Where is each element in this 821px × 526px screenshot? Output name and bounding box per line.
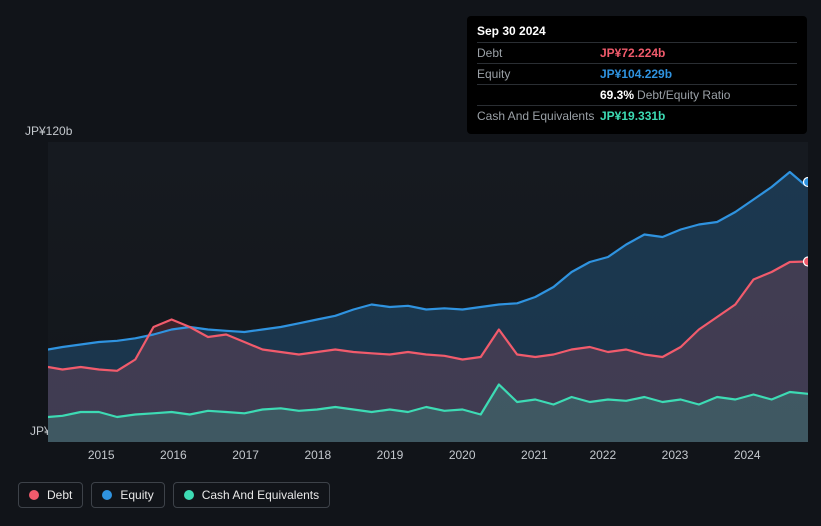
x-axis-tick: 2022 [589, 448, 616, 462]
legend-item-debt[interactable]: Debt [18, 482, 83, 508]
legend-item-equity[interactable]: Equity [91, 482, 164, 508]
y-axis-top-label: JP¥120b [25, 124, 72, 138]
x-axis-tick: 2018 [304, 448, 331, 462]
legend-swatch [29, 490, 39, 500]
chart-legend: Debt Equity Cash And Equivalents [18, 482, 330, 508]
tooltip-box: Sep 30 2024 DebtJP¥72.224bEquityJP¥104.2… [467, 16, 807, 134]
tooltip-row-value: JP¥104.229b [600, 67, 672, 81]
x-axis-tick: 2015 [88, 448, 115, 462]
legend-item-cash-and-equivalents[interactable]: Cash And Equivalents [173, 482, 330, 508]
tooltip-row-label [477, 88, 600, 102]
tooltip-row-value: JP¥19.331b [600, 109, 665, 123]
tooltip-row-label: Cash And Equivalents [477, 109, 600, 123]
x-axis-tick: 2023 [662, 448, 689, 462]
tooltip-row: EquityJP¥104.229b [477, 63, 797, 84]
tooltip-row: 69.3%Debt/Equity Ratio [477, 84, 797, 105]
legend-swatch [184, 490, 194, 500]
tooltip-date: Sep 30 2024 [477, 24, 797, 42]
equity-end-marker [804, 178, 809, 187]
legend-swatch [102, 490, 112, 500]
x-axis-tick: 2017 [232, 448, 259, 462]
x-axis-tick: 2020 [449, 448, 476, 462]
tooltip-row-value: 69.3% [600, 88, 634, 102]
x-axis-tick: 2016 [160, 448, 187, 462]
tooltip-row-value: JP¥72.224b [600, 46, 665, 60]
chart-plot-area[interactable] [48, 142, 808, 442]
debt-end-marker [804, 257, 809, 266]
legend-label: Cash And Equivalents [202, 488, 319, 502]
tooltip-row: Cash And EquivalentsJP¥19.331b [477, 105, 797, 126]
tooltip-row: DebtJP¥72.224b [477, 42, 797, 63]
x-axis-tick: 2019 [377, 448, 404, 462]
x-axis-tick: 2021 [521, 448, 548, 462]
tooltip-row-label: Equity [477, 67, 600, 81]
legend-label: Debt [47, 488, 72, 502]
x-axis-tick: 2024 [734, 448, 761, 462]
tooltip-row-label: Debt [477, 46, 600, 60]
legend-label: Equity [120, 488, 153, 502]
chart-container: { "tooltip": { "date": "Sep 30 2024", "r… [0, 0, 821, 526]
tooltip-row-extra: Debt/Equity Ratio [637, 88, 730, 102]
